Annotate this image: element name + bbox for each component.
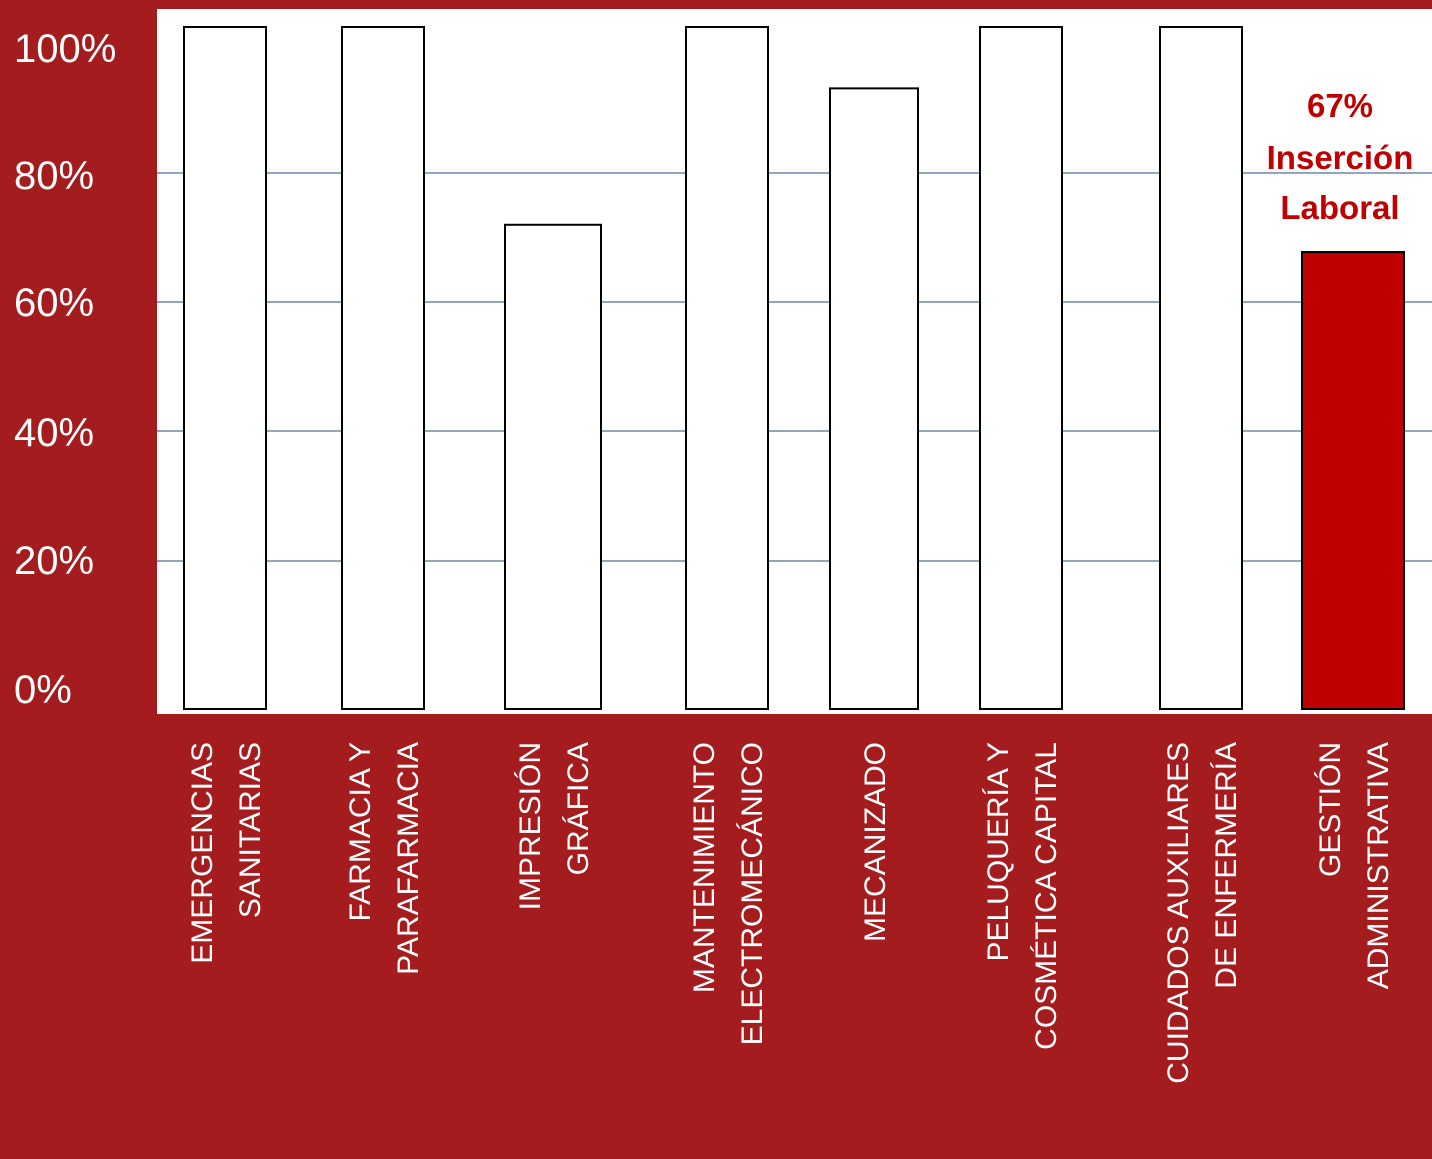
bar-highlighted xyxy=(1301,251,1405,710)
x-category-label: MANTENIMIENTO ELECTROMECÁNICO xyxy=(688,742,769,1045)
x-category-label-line: DE ENFERMERÍA xyxy=(1210,742,1243,989)
x-category-label-line: GRÁFICA xyxy=(562,742,595,875)
x-category-label: IMPRESIÓN GRÁFICA xyxy=(514,742,595,910)
bar xyxy=(341,26,425,710)
bar-annotation-line: Inserción xyxy=(1267,139,1414,176)
bar xyxy=(979,26,1063,710)
x-category-label-line: ADMINISTRATIVA xyxy=(1362,742,1395,989)
x-category-label-line: EMERGENCIAS xyxy=(186,742,219,964)
x-category-label-line: COSMÉTICA CAPITAL xyxy=(1030,742,1063,1050)
y-tick-label: 100% xyxy=(14,27,116,71)
bar xyxy=(183,26,267,710)
bar xyxy=(829,87,919,710)
x-category-label-line: MANTENIMIENTO xyxy=(688,742,721,993)
x-category-label-line: GESTIÓN xyxy=(1314,742,1347,877)
x-category-label-line: ELECTROMECÁNICO xyxy=(736,742,769,1045)
x-category-label-line: CUIDADOS AUXILIARES xyxy=(1162,742,1195,1084)
bar xyxy=(1159,26,1243,710)
x-category-label-line: IMPRESIÓN xyxy=(514,742,547,910)
y-tick-label: 20% xyxy=(14,539,94,583)
x-category-label: FARMACIA Y PARAFARMACIA xyxy=(344,742,425,975)
x-category-label: PELUQUERÍA Y COSMÉTICA CAPITAL xyxy=(982,742,1063,1050)
x-category-label: CUIDADOS AUXILIARES DE ENFERMERÍA xyxy=(1162,742,1243,1084)
bar xyxy=(504,223,602,710)
y-tick-label: 0% xyxy=(14,668,72,712)
x-category-label-line: FARMACIA Y xyxy=(344,742,377,922)
x-category-label: MECANIZADO xyxy=(859,742,892,942)
x-category-label-line: PARAFARMACIA xyxy=(392,742,425,975)
x-category-label-line: SANITARIAS xyxy=(234,742,267,918)
bar xyxy=(685,26,769,710)
x-category-label: EMERGENCIAS SANITARIAS xyxy=(186,742,267,964)
x-category-label-line: PELUQUERÍA Y xyxy=(982,742,1015,962)
bar-annotation-line: Laboral xyxy=(1280,189,1399,226)
y-tick-label: 80% xyxy=(14,154,94,198)
y-tick-label: 40% xyxy=(14,411,94,455)
y-tick-label: 60% xyxy=(14,281,94,325)
x-category-label: GESTIÓN ADMINISTRATIVA xyxy=(1314,742,1395,989)
x-category-label-line: MECANIZADO xyxy=(859,742,892,942)
bar-annotation-line: 67% xyxy=(1307,87,1373,124)
